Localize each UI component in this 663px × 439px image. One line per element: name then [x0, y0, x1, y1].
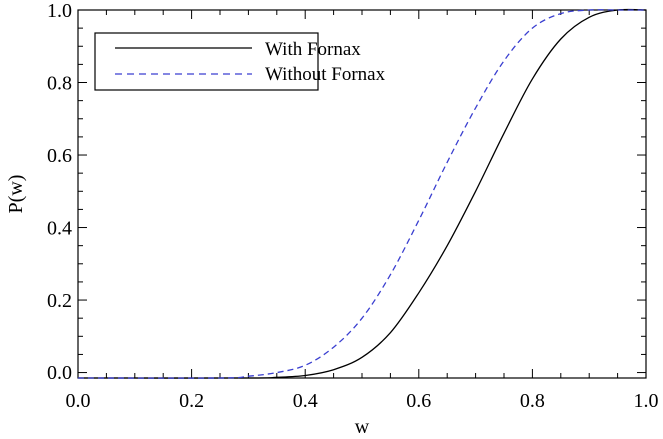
legend-label-without-fornax: Without Fornax	[265, 64, 386, 85]
series-line-with-fornax	[77, 8, 647, 379]
series-group	[77, 8, 647, 379]
x-tick-label: 0.0	[66, 390, 91, 412]
legend: With Fornax Without Fornax	[94, 32, 386, 91]
y-tick-label: 0.8	[47, 73, 72, 95]
y-tick-label: 0.6	[47, 145, 72, 167]
y-axis-title: P(w)	[5, 175, 27, 214]
legend-box	[94, 32, 319, 91]
x-axis-title: w	[355, 416, 370, 438]
y-tick-label: 0.2	[47, 290, 72, 312]
y-tick-label: 0.4	[47, 218, 72, 240]
x-tick-label: 0.2	[179, 390, 204, 412]
x-tick-label: 0.8	[520, 390, 545, 412]
series-line-without-fornax	[77, 9, 646, 379]
x-tick-label: 0.4	[293, 390, 318, 412]
tick-labels: 0.0 0.2 0.4 0.6 0.8 1.0 0.0 0.2 0.4 0.6 0.8 1.0	[47, 0, 659, 412]
legend-label-with-fornax: With Fornax	[265, 39, 361, 60]
y-tick-label: 1.0	[47, 0, 72, 22]
axis-ticks	[77, 9, 647, 378]
x-tick-label: 1.0	[634, 390, 659, 412]
y-tick-label: 0.0	[47, 362, 72, 384]
x-tick-label: 0.6	[406, 390, 431, 412]
